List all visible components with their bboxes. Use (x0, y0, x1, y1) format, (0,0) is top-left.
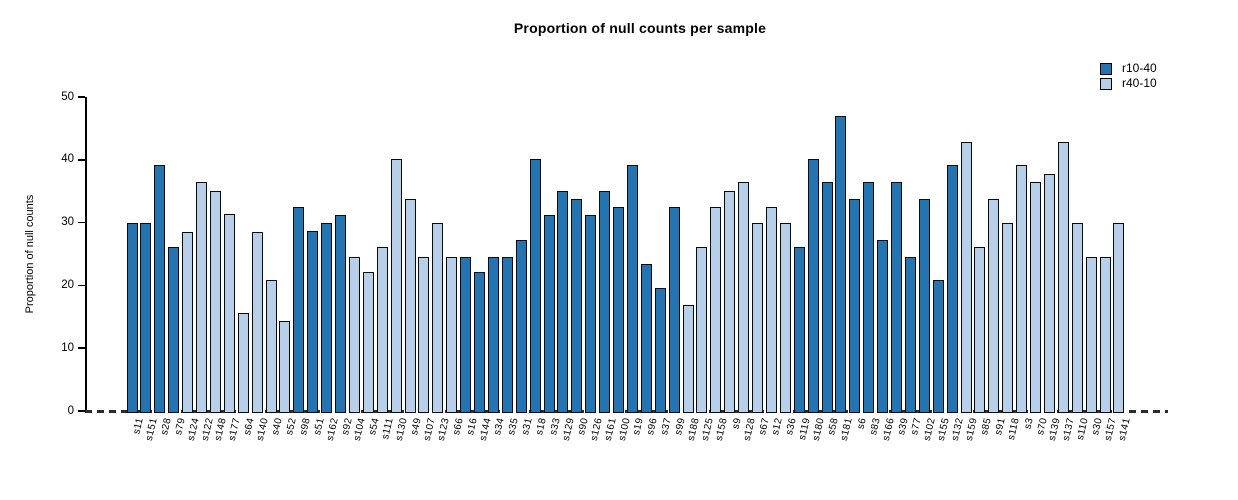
legend: r10-40 r40-10 (1100, 61, 1157, 93)
bar-s122 (196, 182, 207, 413)
bar-s52 (279, 320, 291, 413)
bar-s34 (487, 256, 499, 413)
bar-s54 (362, 272, 374, 413)
bar-s35 (501, 256, 513, 413)
bar-s28 (154, 165, 166, 413)
chart-title: Proportion of null counts per sample (513, 20, 767, 36)
bar-s123 (432, 223, 444, 413)
y-tick-label: 20 (61, 278, 74, 291)
bar-s180 (807, 158, 819, 413)
bar-s132 (946, 165, 958, 413)
bar-s37 (654, 287, 666, 413)
bar-s11 (126, 223, 138, 413)
bar-s128 (738, 182, 750, 413)
legend-swatch-r40-10-icon (1100, 77, 1112, 90)
y-tick-mark (78, 96, 85, 98)
bar-s92 (335, 215, 346, 413)
bar-s148 (209, 190, 221, 413)
bar-s18 (529, 158, 541, 413)
legend-label: r40-10 (1122, 76, 1157, 90)
bar-s129 (557, 191, 569, 413)
bar-s64 (237, 313, 249, 413)
bar-s130 (390, 158, 402, 413)
bar-s107 (418, 256, 430, 413)
bar-s157 (1099, 256, 1111, 413)
bar-s66 (446, 256, 458, 413)
y-tick-mark (78, 284, 85, 287)
bar-s102 (918, 198, 930, 413)
bar-s137 (1057, 141, 1069, 413)
bar-s40 (265, 279, 277, 413)
bar-s51 (307, 230, 319, 413)
bar-s19 (626, 165, 638, 413)
bar-s162 (321, 223, 333, 413)
bar-s144 (474, 272, 485, 413)
bar-s96 (640, 264, 652, 413)
bar-s49 (404, 198, 416, 413)
bar-s111 (376, 247, 388, 413)
bar-s58 (821, 182, 833, 413)
bar-s30 (1085, 256, 1097, 413)
bar-s31 (515, 240, 527, 413)
bar-s100 (613, 206, 624, 413)
bar-s158 (710, 206, 722, 413)
bar-s155 (932, 279, 944, 413)
bar-s99 (668, 206, 680, 413)
bar-s79 (168, 247, 180, 413)
y-axis-title: Proportion of null counts (24, 194, 36, 314)
bar-s36 (779, 223, 791, 413)
bar-s161 (599, 191, 611, 413)
bar-s188 (682, 304, 694, 413)
y-tick-label: 0 (67, 404, 74, 417)
bar-s67 (752, 223, 763, 413)
bar-s85 (974, 247, 986, 413)
bar-s70 (1030, 182, 1041, 413)
bar-s181 (835, 116, 847, 413)
bar-s125 (696, 247, 708, 413)
y-tick-mark (78, 159, 85, 161)
bar-s124 (182, 232, 194, 413)
bar-s6 (849, 198, 861, 413)
legend-swatch-r10-40-icon (1100, 62, 1112, 75)
bar-s151 (140, 223, 152, 413)
bar-s3 (1016, 165, 1028, 413)
bar-s177 (223, 214, 235, 413)
bar-s98 (293, 206, 305, 413)
y-tick-label: 40 (61, 153, 74, 166)
bar-s33 (543, 215, 555, 413)
bar-s141 (1113, 223, 1125, 413)
y-tick-mark (78, 410, 85, 412)
bar-s91 (988, 198, 1000, 413)
bar-s119 (793, 247, 805, 413)
y-axis-line (85, 97, 87, 411)
bar-s83 (863, 182, 875, 413)
bar-s166 (877, 240, 889, 413)
bar-s110 (1071, 223, 1083, 413)
bar-s77 (904, 256, 916, 413)
bar-s90 (571, 198, 583, 413)
bar-s16 (460, 256, 472, 413)
y-tick-label: 30 (61, 216, 74, 229)
y-tick-mark (78, 221, 85, 224)
y-tick-label: 50 (61, 90, 74, 103)
bar-s39 (891, 182, 902, 413)
bar-s12 (765, 206, 777, 413)
bar-s126 (585, 215, 597, 413)
bar-s159 (960, 141, 972, 413)
bar-s140 (251, 232, 263, 413)
bar-s118 (1002, 223, 1014, 413)
zero-baseline-dashed (85, 410, 1168, 413)
bar-s139 (1043, 174, 1055, 413)
legend-entry-r40-10: r40-10 (1100, 76, 1157, 90)
legend-entry-r10-40: r10-40 (1100, 61, 1157, 75)
y-tick-mark (78, 347, 85, 349)
y-tick-label: 10 (61, 341, 74, 354)
legend-label: r10-40 (1122, 61, 1157, 75)
bar-s104 (348, 256, 360, 413)
bar-s9 (724, 190, 736, 413)
